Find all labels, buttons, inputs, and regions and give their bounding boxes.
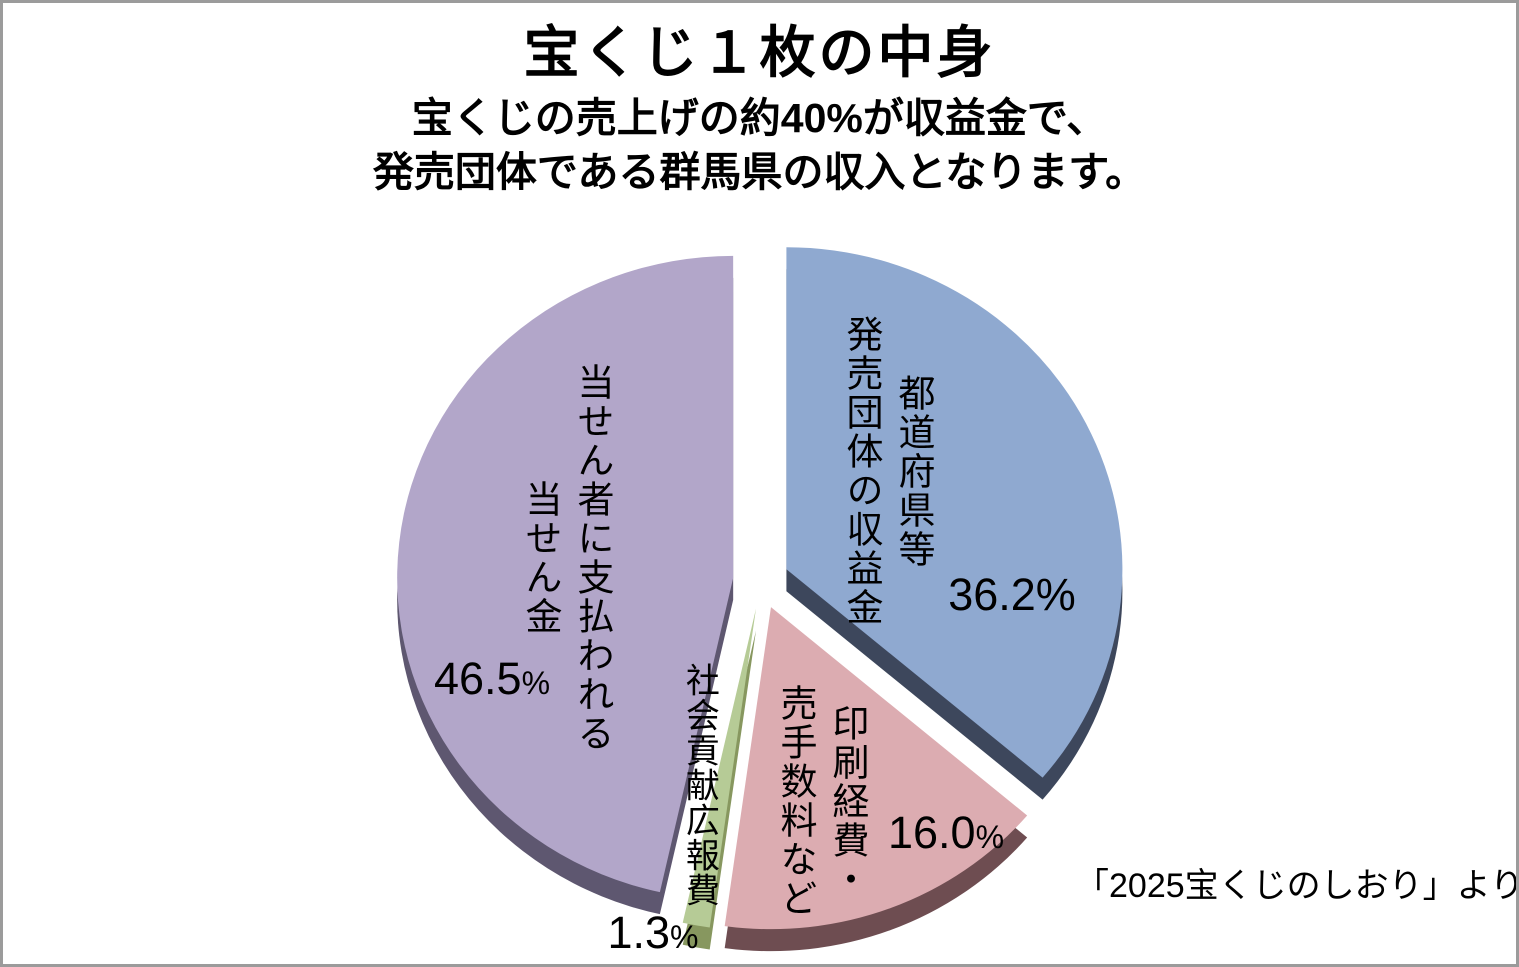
chart-title: 宝くじ１枚の中身 <box>523 21 996 84</box>
slice-label-line: 当せん金 <box>520 480 561 636</box>
slice-label-line: 印刷経費・ <box>826 703 868 899</box>
source-note: 「2025宝くじのしおり」より <box>1075 867 1519 905</box>
slice-label-line: 当せん者に支払われる <box>571 363 613 753</box>
slice-label-prize-money: 当せん者に支払われる 当せん金 <box>520 363 613 753</box>
chart-subtitle-line2: 発売団体である群馬県の収入となります。 <box>372 149 1147 196</box>
slice-value-printing-commission: 16.0% <box>888 807 1004 859</box>
chart-subtitle: 宝くじの売上げの約40%が収益金で、 発売団体である群馬県の収入となります。 <box>3 91 1516 199</box>
slice-value-number: 46.5 <box>433 653 522 704</box>
percent-sign: % <box>521 665 551 701</box>
pie-chart <box>397 247 1123 952</box>
pie-slice-3 <box>397 255 734 893</box>
percent-sign: % <box>1035 569 1076 620</box>
percent-sign: % <box>975 819 1005 855</box>
slice-label-line: 都道府県等 <box>892 373 934 569</box>
slice-value-number: 16.0 <box>887 807 976 858</box>
chart-subtitle-line1: 宝くじの売上げの約40%が収益金で、 <box>411 95 1108 141</box>
slice-value-number: 1.3 <box>607 907 671 958</box>
slice-label-prefecture-proceeds: 都道府県等 発売団体の収益金 <box>841 315 934 627</box>
slice-label-line: 社会貢献広報費 <box>680 662 719 908</box>
slice-label-printing-commission: 印刷経費・ 売手数料など <box>775 684 868 918</box>
slice-label-line: 売手数料など <box>775 684 816 918</box>
slice-value-number: 36.2 <box>948 569 1036 620</box>
pie-slice-0 <box>786 247 1123 778</box>
slice-value-social-contribution: 1.3% <box>607 907 698 959</box>
slice-value-prize-money: 46.5% <box>434 653 550 705</box>
slice-label-line: 発売団体の収益金 <box>841 315 882 627</box>
percent-sign: % <box>670 919 699 955</box>
pie-slice-1 <box>724 607 1028 930</box>
pie-slice-2 <box>682 608 757 928</box>
slice-label-social-contribution: 社会貢献広報費 <box>680 662 719 908</box>
slice-value-prefecture-proceeds: 36.2% <box>948 569 1076 621</box>
